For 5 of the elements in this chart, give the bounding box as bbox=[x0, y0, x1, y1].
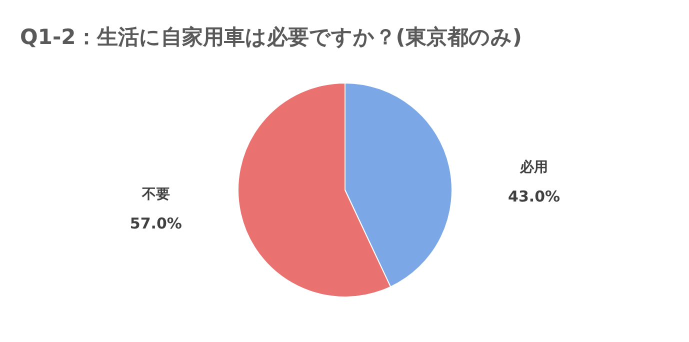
slice-label: 必用 bbox=[519, 158, 548, 176]
slice-label: 不要 bbox=[140, 186, 170, 203]
chart-title: Q1-2：生活に自家用車は必要ですか？(東京都のみ) bbox=[20, 25, 522, 49]
data-label: 57.0% bbox=[130, 214, 182, 233]
data-label: 43.0% bbox=[508, 187, 560, 206]
